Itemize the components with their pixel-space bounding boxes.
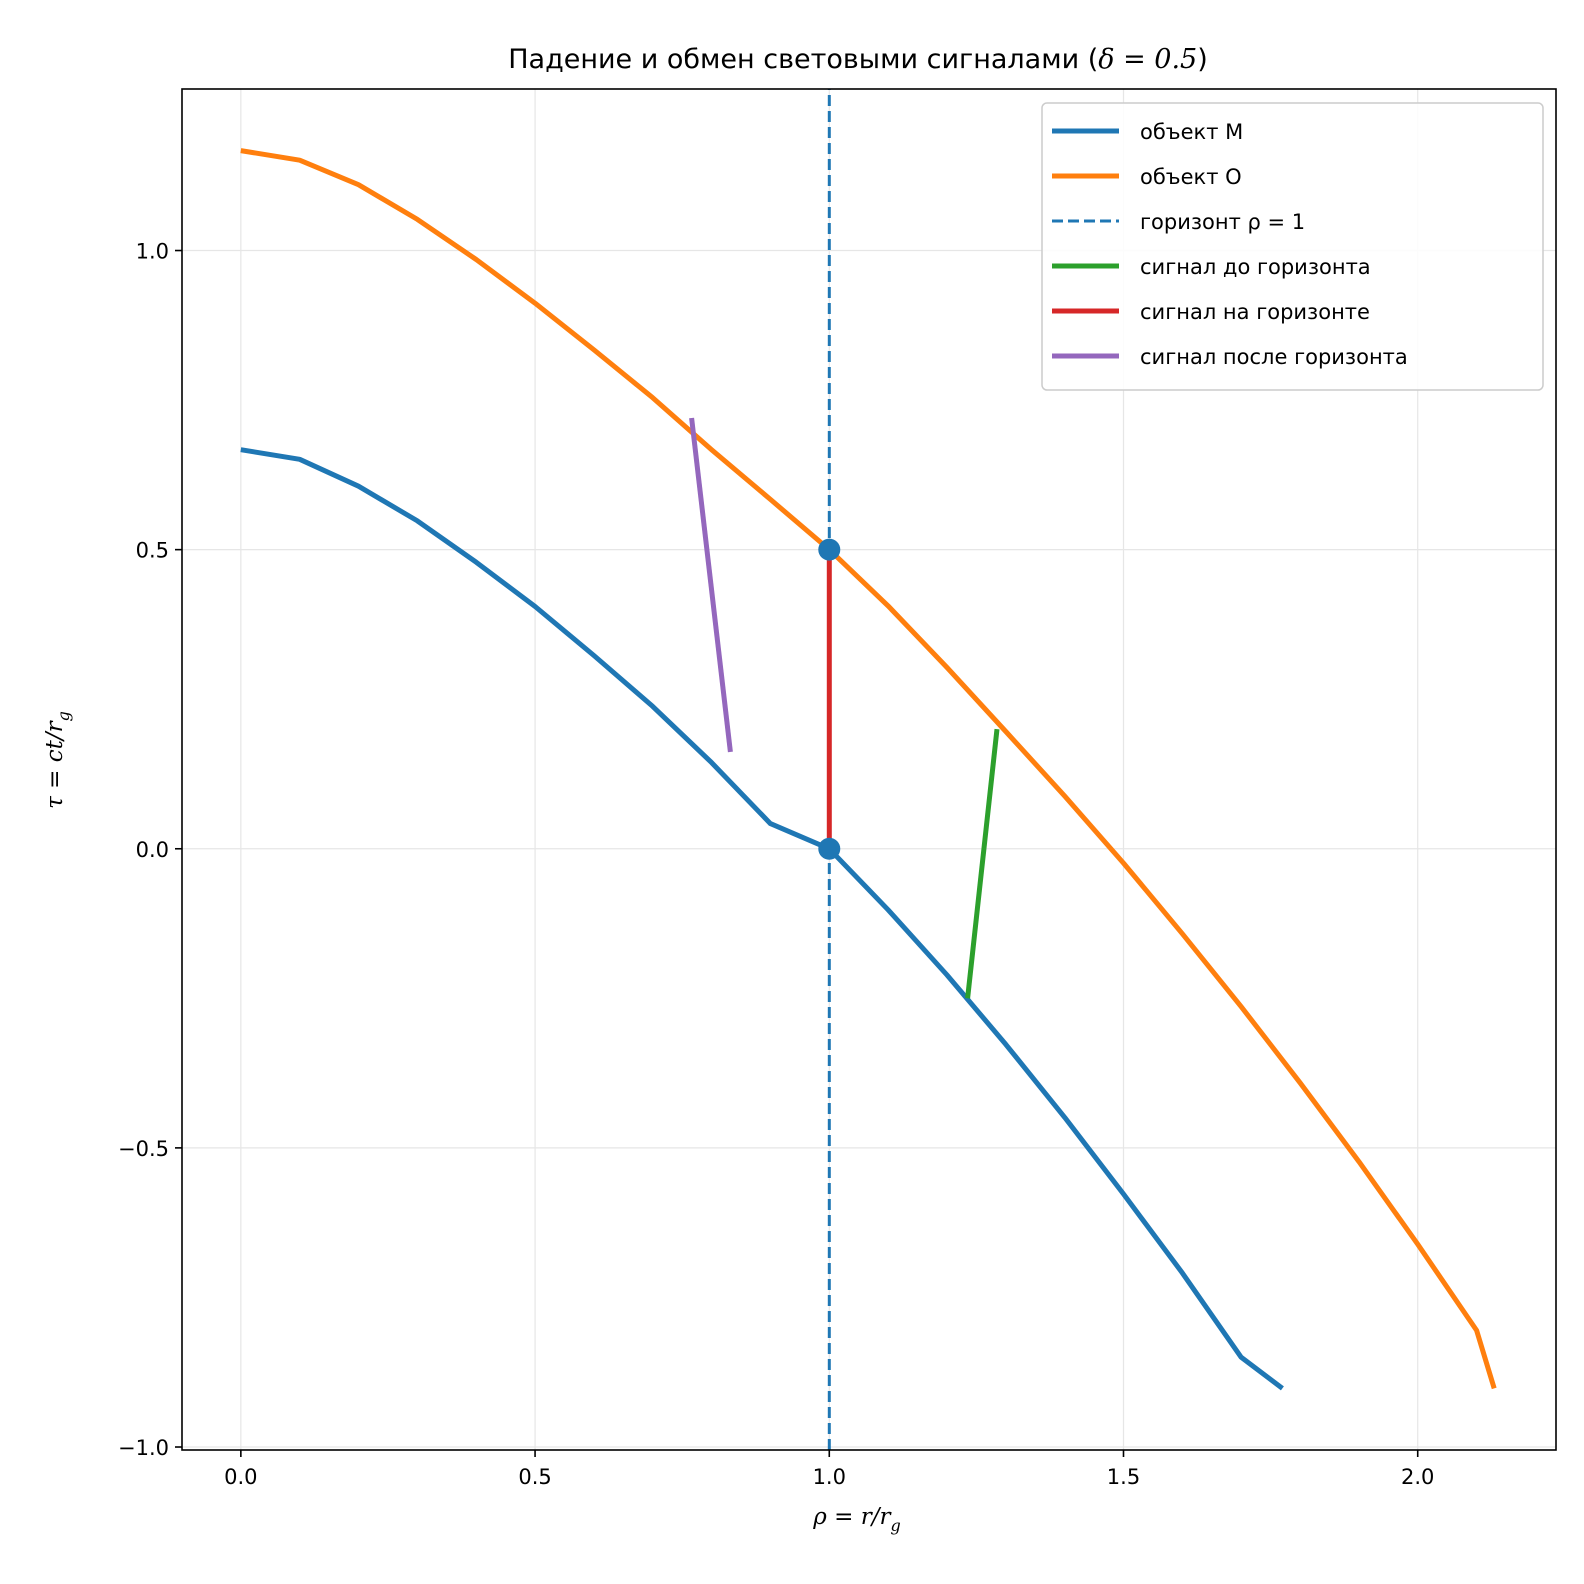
axes-frame [181,88,1557,1451]
legend-label-5: сигнал после горизонта [1140,345,1408,369]
x-tick-label-1: 0.5 [518,1465,551,1489]
x-axis-label: ρ = r/rg [812,1504,900,1535]
series-line-1 [240,148,1497,1390]
chart-title: Падение и обмен световыми сигналами (δ =… [508,44,1208,75]
y-tick-label-0: −1.0 [118,1436,169,1460]
y-tick-label-1: −0.5 [118,1137,169,1161]
legend-label-0: объект M [1140,120,1243,144]
legend-label-4: сигнал на горизонте [1140,300,1370,324]
x-tick-label-4: 2.0 [1401,1465,1434,1489]
plot-area: 0.0 0.5 1.0 1.5 2.0 −1.0 −0.5 0.0 0.5 1.0 объект M… [118,88,1557,1489]
y-axis-label: τ = ct/rg [42,711,73,809]
x-tick-label-2: 1.0 [813,1465,846,1489]
legend-label-1: объект O [1140,165,1242,189]
marker-point-0 [818,837,841,860]
x-tick-label-3: 1.5 [1107,1465,1140,1489]
legend-label-2: горизонт ρ = 1 [1140,210,1305,234]
x-tick-label-0: 0.0 [224,1465,257,1489]
y-tick-label-4: 1.0 [136,240,169,264]
legend-label-3: сигнал до горизонта [1140,255,1371,279]
series-line-3 [965,728,1000,999]
y-tick-label-3: 0.5 [136,539,169,563]
legend-box [1041,102,1544,391]
legend: объект M объект O горизонт ρ = 1 сигнал до … [1041,102,1544,391]
series-line-5 [689,417,733,753]
series-line-0 [240,447,1284,1391]
y-tick-label-2: 0.0 [136,838,169,862]
marker-point-1 [818,538,841,561]
